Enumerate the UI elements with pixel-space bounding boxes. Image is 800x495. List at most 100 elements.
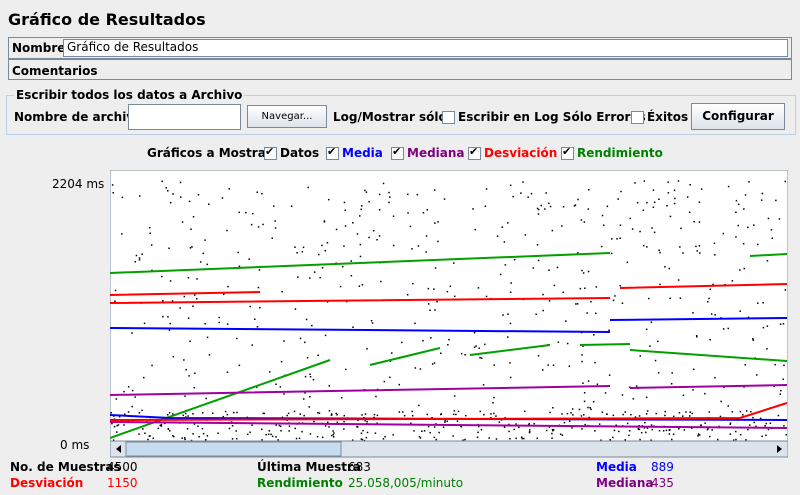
dot <box>552 364 555 366</box>
dot <box>562 291 564 293</box>
dot <box>192 433 194 435</box>
dot <box>113 425 116 428</box>
dot <box>542 293 544 296</box>
checkbox[interactable] <box>264 145 277 160</box>
dot <box>739 310 741 312</box>
dot <box>657 372 660 374</box>
dot <box>507 336 509 338</box>
dot <box>365 436 368 439</box>
dot <box>696 336 698 338</box>
success-checkbox[interactable] <box>631 111 644 124</box>
dot <box>299 337 302 340</box>
dot <box>419 437 422 439</box>
dot <box>509 376 512 379</box>
dot <box>529 429 531 431</box>
dot <box>689 415 691 417</box>
dot <box>172 435 174 437</box>
dot <box>700 188 703 190</box>
dot <box>646 246 648 248</box>
graphs-label: Gráficos a Mostrar <box>147 146 272 160</box>
dot <box>566 342 569 345</box>
dot <box>621 302 624 304</box>
dot <box>434 267 437 269</box>
dot <box>664 414 666 417</box>
dot <box>316 435 319 438</box>
dot <box>440 352 442 354</box>
file-group <box>6 95 796 135</box>
dot <box>162 300 164 302</box>
file-input[interactable] <box>128 104 241 130</box>
dot <box>201 427 204 430</box>
dot <box>169 280 172 282</box>
dot <box>418 404 420 407</box>
dot <box>704 422 706 424</box>
dot <box>646 410 649 412</box>
dot <box>278 424 281 427</box>
dot <box>168 329 171 331</box>
dot <box>342 265 344 268</box>
dot <box>689 184 691 186</box>
dot <box>428 303 430 305</box>
dot <box>116 424 118 427</box>
dot <box>361 284 364 286</box>
dot <box>192 216 195 218</box>
dot <box>501 226 503 228</box>
dot <box>692 389 694 391</box>
dot <box>307 186 309 189</box>
dot <box>629 217 632 220</box>
errors-checkbox[interactable] <box>442 111 455 124</box>
dot <box>553 284 556 287</box>
dot <box>492 402 494 404</box>
dot <box>343 201 346 204</box>
browse-button[interactable]: Navegar... <box>247 105 327 128</box>
dot <box>429 431 431 434</box>
dot <box>709 288 712 290</box>
checkbox[interactable] <box>468 145 481 160</box>
dot <box>535 313 537 315</box>
dot <box>542 309 544 312</box>
dot <box>748 181 750 183</box>
dot <box>406 294 409 296</box>
dot <box>549 411 551 414</box>
dot <box>114 289 117 292</box>
dot <box>742 414 744 416</box>
checkbox[interactable] <box>326 145 339 160</box>
dot <box>356 233 359 235</box>
dot <box>245 211 247 214</box>
configure-button[interactable]: Configurar <box>691 103 785 130</box>
dot <box>565 320 567 322</box>
scroll-thumb[interactable] <box>125 441 342 457</box>
checkbox[interactable] <box>561 145 574 160</box>
dot <box>573 205 576 207</box>
dot <box>645 328 648 331</box>
dot <box>757 243 759 246</box>
dot <box>544 208 546 210</box>
comments-row[interactable] <box>8 59 792 80</box>
dot <box>422 212 425 214</box>
dot <box>426 413 428 416</box>
dot <box>551 432 553 435</box>
dot <box>659 283 661 286</box>
dot <box>595 312 597 315</box>
dot <box>138 412 141 414</box>
dot <box>460 425 462 427</box>
dot <box>384 435 386 438</box>
dot <box>172 356 175 358</box>
dot <box>472 208 474 210</box>
dot <box>613 429 616 432</box>
dot <box>658 429 661 432</box>
dot <box>476 436 479 439</box>
dot <box>508 423 510 426</box>
dot <box>655 412 657 415</box>
dot <box>696 250 698 252</box>
dot <box>343 421 345 423</box>
dot <box>583 221 586 223</box>
dot <box>375 395 377 398</box>
dot <box>670 383 673 385</box>
name-input[interactable]: Gráfico de Resultados <box>63 39 788 57</box>
comments-label: Comentarios <box>12 64 98 78</box>
dot <box>187 415 189 417</box>
checkbox[interactable] <box>391 145 404 160</box>
dot <box>149 232 151 234</box>
dot <box>722 232 725 235</box>
